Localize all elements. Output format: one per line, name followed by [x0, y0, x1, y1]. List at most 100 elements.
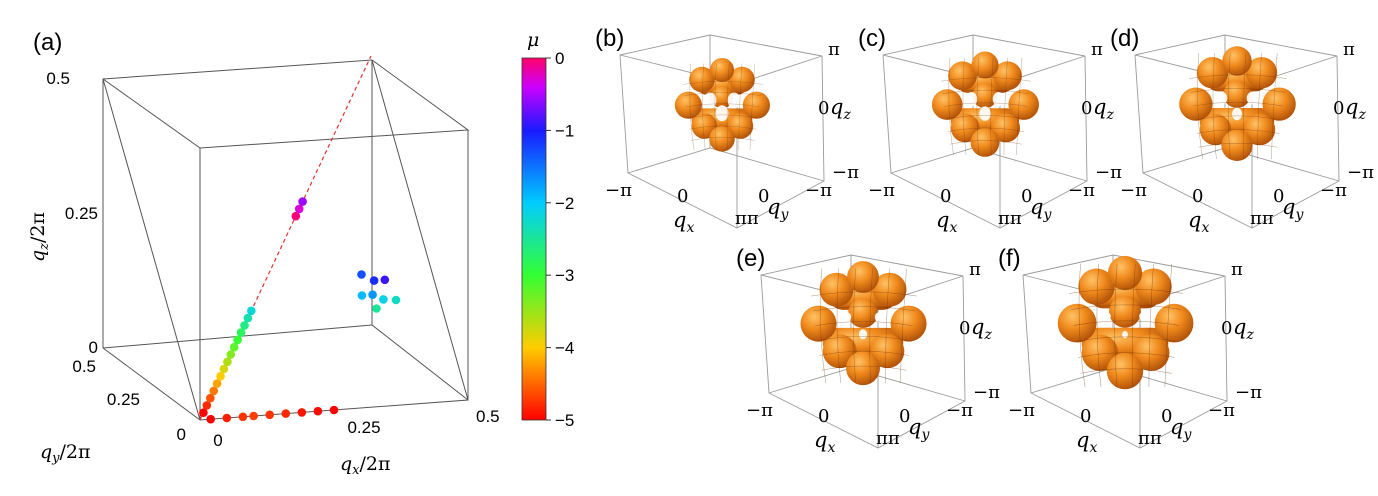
colorbar-tick-label: 0 [555, 49, 564, 68]
isosurface-lobe [742, 91, 770, 119]
qx-tick-neg-pi: −π [605, 180, 632, 201]
isosurface-lobe [931, 89, 963, 120]
q-tick-pi-pi: ππ [735, 208, 759, 229]
isosurface-hole [1246, 91, 1257, 105]
isosurface-lobe [1262, 87, 1296, 121]
isosurface-lobe [709, 126, 735, 152]
data-point [202, 401, 212, 410]
colorbar-gradient [521, 57, 547, 421]
isosurface-lobe [822, 334, 857, 369]
qx-tick-zero: 0 [1192, 186, 1203, 207]
mesh-line [690, 137, 755, 141]
mesh-line [702, 63, 706, 151]
isosurface-hole [1231, 107, 1243, 121]
isosurface-hole [1139, 312, 1146, 320]
qx-axis-label: qx [673, 208, 694, 236]
qy-tick-zero: 0 [899, 406, 910, 427]
data-point [222, 413, 232, 423]
data-point [206, 393, 215, 403]
data-point [247, 306, 256, 316]
colorbar-tick-label: −3 [555, 266, 574, 285]
qy-tick-zero: 0 [1273, 186, 1284, 207]
qy-axis-label: qy [767, 195, 789, 223]
isosurface [1179, 46, 1296, 161]
data-point [291, 211, 301, 221]
data-point [379, 295, 388, 304]
isosurface-lobe [948, 61, 977, 91]
mesh-line [962, 57, 967, 156]
isosurface-lobe [1106, 352, 1144, 390]
qz-tick-neg-pi: −π [1095, 162, 1122, 183]
mesh-line [946, 115, 1026, 120]
mesh-line [869, 268, 873, 384]
mesh-line [685, 103, 760, 107]
x-tick-label: 0.25 [347, 418, 380, 437]
isosurface-lobe [1008, 89, 1039, 120]
qz-tick-pi: π [969, 259, 981, 280]
qz-axis-label: qz [1345, 95, 1366, 123]
qy-tick-neg-pi: −π [1320, 180, 1347, 201]
qy-tick-zero: 0 [758, 186, 769, 207]
mesh-line [1257, 53, 1262, 160]
colorbar-tick-label: −1 [555, 121, 574, 140]
isosurface-lobe [727, 113, 754, 139]
mesh-line [976, 57, 979, 156]
y-tick-label: 0.5 [72, 357, 96, 376]
panel-label-a: (a) [33, 29, 62, 56]
data-point [219, 364, 229, 374]
mesh-line [821, 365, 907, 371]
data-point [229, 342, 239, 352]
y-tick-label: 0.25 [107, 390, 140, 409]
y-tick-label: 0 [177, 425, 186, 444]
qz-tick-pi: π [1231, 259, 1243, 280]
mesh-line [1080, 368, 1172, 374]
mesh-line [949, 140, 1022, 145]
mesh-line [714, 63, 717, 151]
qz-tick-pi: π [1343, 39, 1355, 60]
mesh-line [1016, 57, 1023, 156]
mesh-line [1114, 263, 1118, 388]
data-point [223, 357, 232, 367]
qx-axis-label: qx [1188, 208, 1209, 236]
qx-tick-zero: 0 [818, 406, 829, 427]
colorbar-title: μ [527, 29, 539, 51]
isosurface [674, 58, 770, 152]
data-point [206, 414, 215, 424]
isosurface-lobe [846, 351, 880, 386]
isosurface-hole [979, 106, 991, 121]
data-point [368, 290, 377, 300]
isosurface-lobe [689, 66, 715, 93]
scatter-points [199, 197, 401, 424]
isosurface-hole [1217, 91, 1228, 105]
colorbar-ticks: 0 −1 −2 −3 −4 −5 [546, 49, 574, 430]
data-point [298, 197, 307, 206]
qx-tick-zero: 0 [940, 186, 951, 207]
qx-tick-zero: 0 [1080, 406, 1091, 427]
qy-tick-zero: 0 [1021, 186, 1032, 207]
data-point [281, 409, 291, 418]
mesh-line [1197, 53, 1203, 160]
z-tick-label: 0 [89, 338, 98, 357]
mesh-line [689, 63, 695, 151]
isosurface-lobe [1222, 46, 1252, 76]
isosurface-lobe [1245, 57, 1278, 89]
isosurface-lobe [970, 128, 1000, 157]
q-tick-pi-pi: ππ [1138, 428, 1162, 449]
mesh-line [1069, 288, 1184, 294]
z-axis-label: qz/2π [27, 212, 52, 262]
mesh-line [1227, 53, 1231, 160]
mesh-line [940, 77, 1031, 82]
isosurface-lobe [991, 113, 1021, 143]
isosurface-lobe [674, 91, 702, 119]
z-tick-label: 0.25 [65, 204, 98, 223]
isosurface-lobe [729, 66, 755, 93]
data-point [297, 408, 307, 417]
qz-tick-zero: 0 [1081, 98, 1092, 119]
qz-tick-zero: 0 [1221, 318, 1232, 339]
mesh-line [1078, 352, 1175, 358]
mesh-line [738, 63, 743, 151]
x-tick-label: 0 [213, 431, 222, 450]
mesh-line [1194, 115, 1282, 121]
